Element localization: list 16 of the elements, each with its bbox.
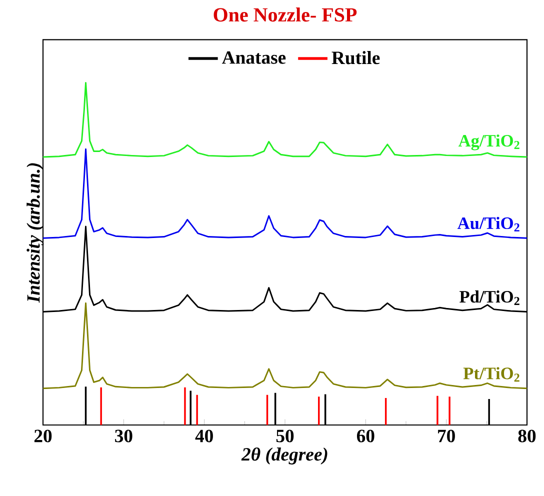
series-label: Pd/TiO$_{2}$ xyxy=(460,290,520,305)
chart-title: One Nozzle- FSP xyxy=(214,8,357,22)
x-tick-label: 70 xyxy=(438,430,455,442)
x-tick-label: 30 xyxy=(115,430,132,442)
x-tick-label: 40 xyxy=(195,430,213,442)
series-label: Au/TiO$_{2}$ xyxy=(457,216,520,232)
legend-label: Anatase xyxy=(222,51,286,64)
x-tick-label: 80 xyxy=(518,430,536,442)
x-tick-label: 20 xyxy=(34,430,52,442)
legend-label: Rutile xyxy=(332,51,380,64)
x-axis-title: 2θ (degree) xyxy=(241,447,328,464)
series-label: Ag/TiO$_{2}$ xyxy=(458,134,520,150)
x-tick-label: 50 xyxy=(276,430,294,442)
x-tick-label: 60 xyxy=(356,430,374,442)
series-label: Pt/TiO$_{2}$ xyxy=(463,367,520,382)
y-axis-title: Intensity (arb.un.) xyxy=(26,163,44,303)
